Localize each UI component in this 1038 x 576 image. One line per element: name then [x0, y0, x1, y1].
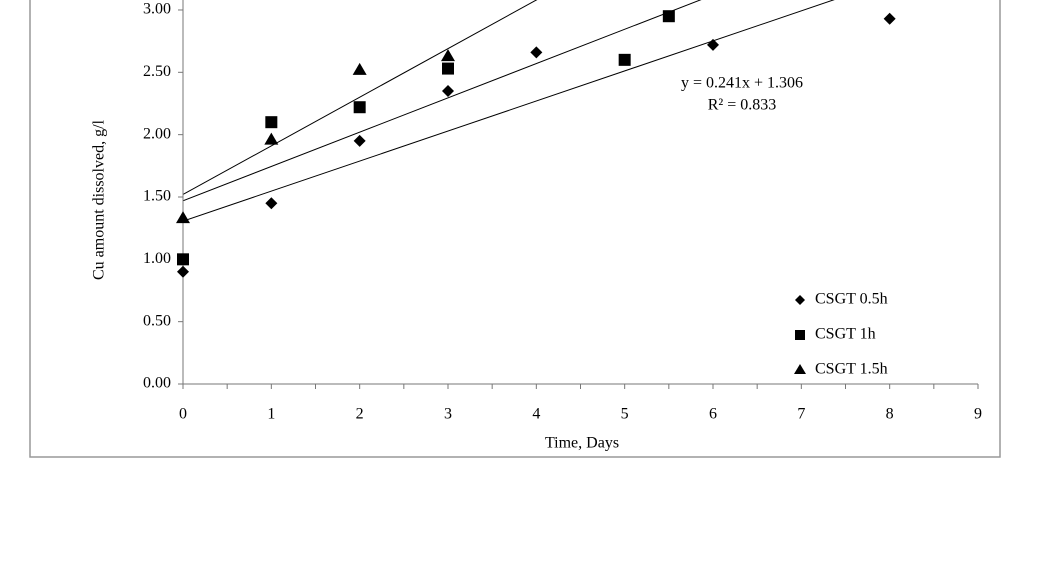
point — [264, 132, 279, 145]
legend-marker — [794, 364, 806, 374]
point — [265, 197, 278, 210]
x-tick-label: 8 — [886, 406, 894, 423]
point — [176, 211, 190, 224]
point — [265, 116, 278, 129]
x-tick-label: 5 — [621, 406, 629, 423]
y-axis-title: Cu amount dissolved, g/l — [91, 119, 108, 280]
legend-marker — [795, 295, 805, 305]
x-tick-label: 7 — [797, 406, 805, 423]
point — [441, 49, 455, 62]
x-tick-label: 1 — [267, 406, 275, 423]
point — [353, 101, 366, 114]
legend-marker — [795, 330, 805, 340]
legend-label: CSGT 1h — [815, 326, 876, 343]
x-axis-title: Time, Days — [545, 435, 619, 452]
point — [707, 38, 719, 51]
x-tick-label: 9 — [974, 406, 982, 423]
point — [442, 85, 454, 98]
y-tick-label: 2.00 — [143, 125, 171, 142]
y-tick-label: 3.00 — [143, 1, 171, 18]
legend-label: CSGT 1.5h — [815, 361, 888, 378]
trend-line — [183, 0, 702, 202]
point — [530, 46, 543, 59]
y-tick-label: 1.00 — [143, 250, 171, 267]
point — [177, 265, 189, 278]
y-tick-label: 0.50 — [143, 312, 171, 329]
trend-line — [183, 0, 835, 222]
y-tick-label: 2.50 — [143, 63, 171, 80]
equation-annotation: y = 0.241x + 1.306 — [681, 75, 803, 92]
x-tick-label: 2 — [356, 406, 364, 423]
chart-frame — [29, 0, 1001, 458]
y-tick-label: 0.00 — [143, 375, 171, 392]
point — [352, 62, 367, 75]
r2-annotation: R² = 0.833 — [708, 97, 777, 114]
legend-label: CSGT 0.5h — [815, 291, 888, 308]
x-tick-label: 3 — [444, 406, 452, 423]
x-tick-label: 6 — [709, 406, 717, 423]
trend-line — [183, 0, 538, 195]
trend-lines — [183, 0, 835, 222]
x-tick-label: 4 — [532, 406, 540, 423]
point — [883, 12, 896, 25]
point — [618, 53, 631, 66]
point — [353, 134, 366, 147]
point — [442, 62, 454, 75]
point — [177, 253, 189, 266]
x-tick-label: 0 — [179, 406, 187, 423]
point — [662, 10, 675, 23]
y-tick-label: 1.50 — [143, 188, 171, 205]
